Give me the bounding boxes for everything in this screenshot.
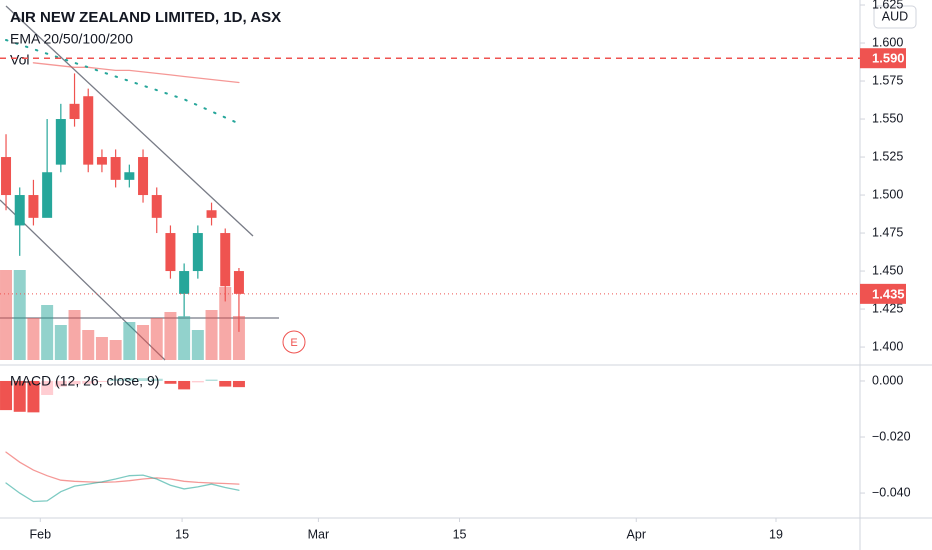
candle-body bbox=[69, 103, 80, 120]
candle-body bbox=[233, 271, 244, 294]
macd-histogram bbox=[13, 380, 26, 412]
macd-histogram bbox=[205, 379, 218, 381]
currency-label[interactable]: AUD bbox=[882, 9, 908, 23]
candle-body bbox=[138, 157, 149, 196]
candle-body bbox=[124, 172, 135, 180]
macd-histogram bbox=[219, 380, 232, 387]
x-tick-label: 15 bbox=[453, 527, 467, 541]
signal-line bbox=[5, 451, 240, 485]
volume-bar bbox=[82, 330, 95, 360]
candle-body bbox=[28, 195, 39, 218]
volume-bar bbox=[191, 330, 204, 360]
candle-body bbox=[192, 233, 203, 272]
trend-line bbox=[5, 5, 254, 237]
macd-histogram bbox=[41, 380, 54, 395]
y2-tick-label: −0.040 bbox=[872, 485, 911, 499]
macd-title: MACD (12, 26, close, 9) bbox=[10, 373, 159, 389]
x-tick-label: 19 bbox=[769, 527, 783, 541]
price-tag bbox=[860, 48, 906, 69]
chart-title: AIR NEW ZEALAND LIMITED, 1D, ASX bbox=[10, 9, 281, 26]
macd-histogram bbox=[178, 380, 191, 390]
macd-histogram bbox=[109, 378, 122, 381]
macd-histogram bbox=[150, 378, 163, 381]
volume-bar bbox=[109, 340, 122, 360]
volume-bar bbox=[41, 305, 54, 360]
volume-bar bbox=[123, 322, 136, 360]
y-tick-label: 1.625 bbox=[872, 0, 903, 11]
candle-body bbox=[110, 157, 121, 180]
price-tag-label: 1.590 bbox=[872, 51, 905, 66]
volume-bar bbox=[219, 287, 232, 360]
volume-bar bbox=[232, 316, 245, 360]
volume-bar bbox=[150, 318, 163, 360]
volume-bar bbox=[68, 310, 81, 360]
y-tick-label: 1.400 bbox=[872, 339, 903, 353]
candle-body bbox=[165, 233, 176, 272]
volume-bar bbox=[205, 310, 218, 360]
macd-histogram bbox=[54, 380, 67, 387]
volume-bar bbox=[178, 316, 191, 360]
candle-body bbox=[179, 271, 190, 294]
macd-histogram bbox=[191, 380, 204, 383]
candle-body bbox=[14, 195, 25, 226]
macd-histogram bbox=[95, 380, 108, 382]
volume-bar bbox=[0, 270, 13, 360]
earnings-marker[interactable] bbox=[282, 330, 306, 354]
candle-body bbox=[151, 195, 162, 218]
macd-histogram bbox=[82, 380, 95, 384]
volume-bar bbox=[27, 318, 40, 360]
indicator-label: EMA 20/50/100/200 bbox=[10, 31, 133, 47]
candle-body bbox=[83, 96, 94, 165]
candle-body bbox=[55, 119, 66, 165]
y2-tick-label: 0.000 bbox=[872, 373, 903, 387]
candle-body bbox=[220, 233, 231, 287]
macd-histogram bbox=[27, 380, 40, 413]
volume-bar bbox=[13, 270, 26, 360]
price-tag-label: 1.435 bbox=[872, 286, 905, 301]
macd-histogram bbox=[123, 378, 136, 381]
volume-bar bbox=[54, 325, 67, 360]
candle-body bbox=[1, 157, 12, 196]
y-tick-label: 1.425 bbox=[872, 301, 903, 315]
indicator-label: Vol bbox=[10, 52, 29, 68]
macd-histogram bbox=[232, 380, 245, 388]
y2-tick-label: −0.020 bbox=[872, 429, 911, 443]
y-tick-label: 1.600 bbox=[872, 35, 903, 49]
ema-line bbox=[32, 62, 240, 84]
y-tick-label: 1.525 bbox=[872, 149, 903, 163]
earnings-label[interactable]: E bbox=[290, 337, 297, 349]
macd-histogram bbox=[68, 380, 81, 385]
x-tick-label: Feb bbox=[30, 527, 52, 541]
y-tick-label: 1.550 bbox=[872, 111, 903, 125]
price-tag bbox=[860, 283, 906, 304]
macd-histogram bbox=[0, 380, 13, 411]
macd-histogram bbox=[137, 378, 150, 381]
currency-button[interactable] bbox=[873, 5, 917, 29]
candle-body bbox=[96, 157, 107, 165]
y-tick-label: 1.475 bbox=[872, 225, 903, 239]
x-tick-label: 15 bbox=[175, 527, 189, 541]
volume-bar bbox=[164, 312, 177, 360]
x-tick-label: Apr bbox=[627, 527, 646, 541]
y-tick-label: 1.450 bbox=[872, 263, 903, 277]
volume-bar bbox=[137, 325, 150, 360]
macd-histogram bbox=[164, 380, 177, 384]
candle-body bbox=[42, 172, 53, 218]
y-tick-label: 1.575 bbox=[872, 73, 903, 87]
y-tick-label: 1.500 bbox=[872, 187, 903, 201]
x-tick-label: Mar bbox=[308, 527, 330, 541]
volume-bar bbox=[95, 337, 108, 360]
candle-body bbox=[206, 210, 217, 218]
macd-line bbox=[5, 474, 240, 503]
